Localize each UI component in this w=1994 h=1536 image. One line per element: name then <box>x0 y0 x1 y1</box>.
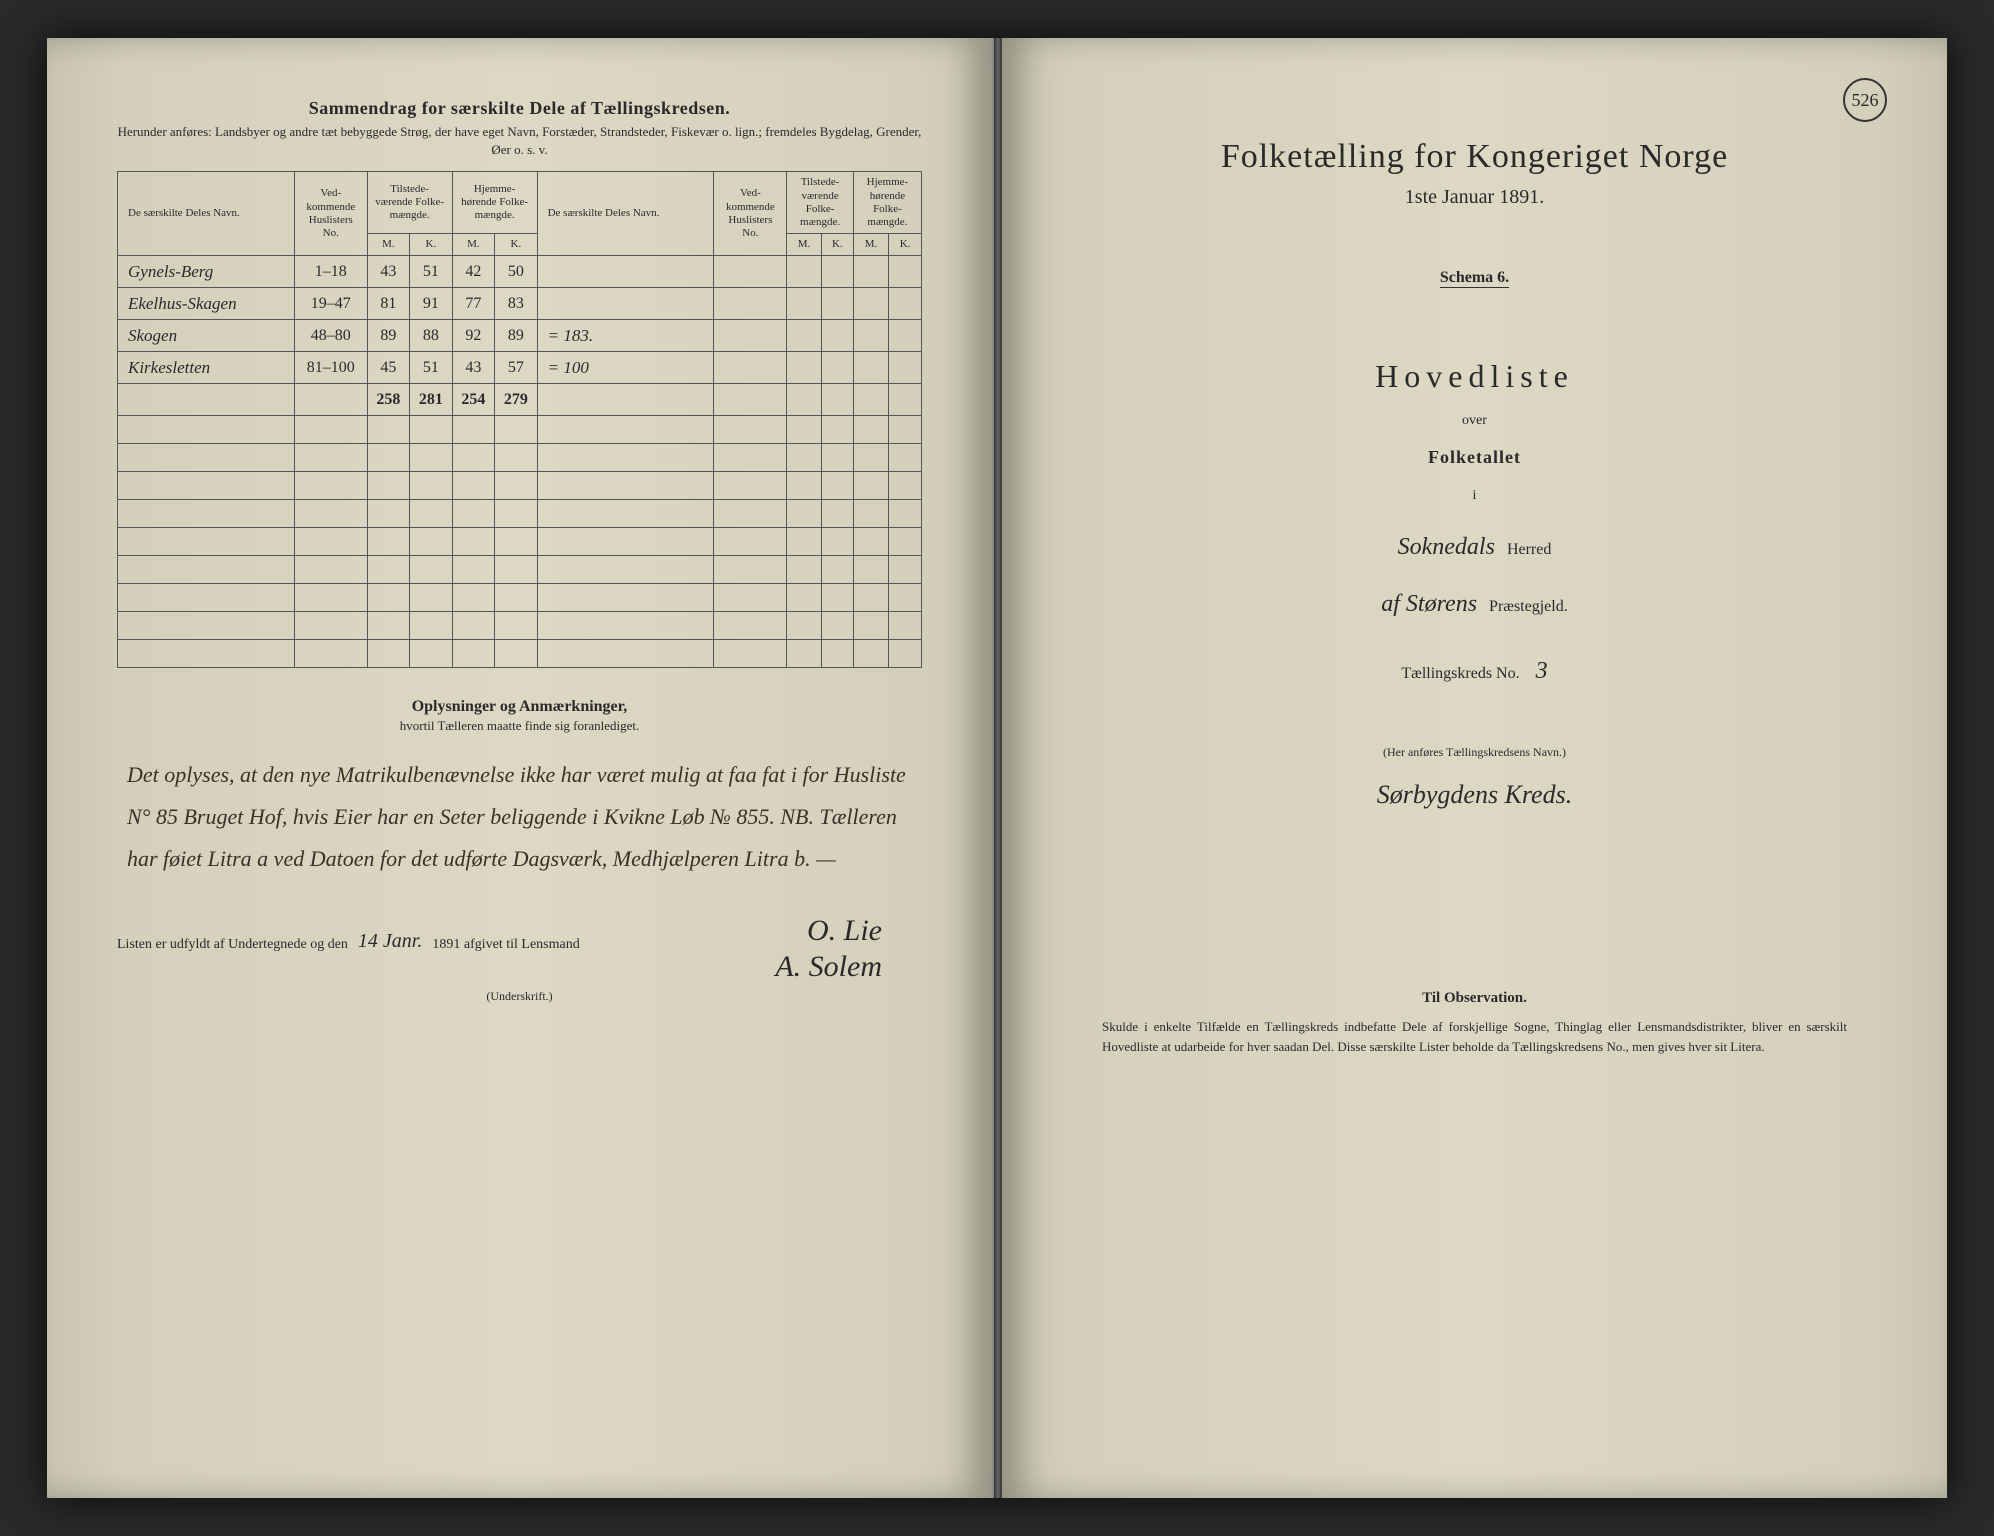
col-name-2: De særskilte Deles Navn. <box>537 172 714 256</box>
col-k: K. <box>889 234 922 256</box>
col-huslister-2: Ved-kommende Huslisters No. <box>714 172 787 256</box>
over-label: over <box>1072 413 1877 429</box>
folketallet-label: Folketallet <box>1072 447 1877 468</box>
observation-title: Til Observation. <box>1072 990 1877 1007</box>
table-row: Gynels-Berg1–1843514250 <box>118 256 922 288</box>
footer-year: 1891 afgivet til Lensmand <box>432 937 579 953</box>
table-empty-row <box>118 444 922 472</box>
schema-label: Schema 6. <box>1440 269 1509 288</box>
col-k: K. <box>410 234 452 256</box>
book-spine <box>994 38 1002 1498</box>
table-empty-row <box>118 500 922 528</box>
table-empty-row <box>118 640 922 668</box>
hovedliste-title: Hovedliste <box>1072 358 1877 395</box>
col-name: De særskilte Deles Navn. <box>118 172 295 256</box>
col-m: M. <box>787 234 822 256</box>
footer-prefix: Listen er udfyldt af Undertegnede og den <box>117 937 348 953</box>
col-k: K. <box>495 234 538 256</box>
summary-subtitle: Herunder anføres: Landsbyer og andre tæt… <box>117 123 922 159</box>
col-tilstede-2: Tilstede-værende Folke-mængde. <box>787 172 854 234</box>
table-row: Skogen48–8089889289= 183. <box>118 320 922 352</box>
herred-line: Soknedals Herred <box>1072 534 1877 561</box>
left-page: Sammendrag for særskilte Dele af Tælling… <box>47 38 994 1498</box>
praestegjeld-line: af Størens Præstegjeld. <box>1072 591 1877 618</box>
table-empty-row <box>118 612 922 640</box>
footer-date: 14 Janr. <box>358 930 422 953</box>
i-label: i <box>1072 488 1877 504</box>
col-tilstede: Tilstede-værende Folke-mængde. <box>367 172 452 234</box>
page-number: 526 <box>1843 78 1887 122</box>
praest-handwriting: af Størens <box>1381 591 1477 617</box>
right-page: 526 Folketælling for Kongeriget Norge 1s… <box>1002 38 1947 1498</box>
census-date: 1ste Januar 1891. <box>1072 186 1877 209</box>
signature-2: A. Solem <box>117 949 882 985</box>
table-row: Ekelhus-Skagen19–4781917783 <box>118 288 922 320</box>
observation-text: Skulde i enkelte Tilfælde en Tællingskre… <box>1072 1017 1877 1056</box>
herred-label: Herred <box>1507 541 1551 558</box>
col-huslister: Ved-kommende Huslisters No. <box>294 172 367 256</box>
summary-title: Sammendrag for særskilte Dele af Tælling… <box>117 98 922 119</box>
praest-label: Præstegjeld. <box>1489 598 1568 615</box>
table-empty-row <box>118 416 922 444</box>
summary-table: De særskilte Deles Navn. Ved-kommende Hu… <box>117 171 922 668</box>
kreds-line: Tællingskreds No. 3 <box>1072 658 1877 685</box>
signature-label: (Underskrift.) <box>117 989 922 1004</box>
herred-handwriting: Soknedals <box>1398 534 1495 560</box>
kreds-note: (Her anføres Tællingskredsens Navn.) <box>1072 745 1877 760</box>
table-empty-row <box>118 584 922 612</box>
col-hjemme: Hjemme-hørende Folke-mængde. <box>452 172 537 234</box>
census-title: Folketælling for Kongeriget Norge <box>1072 138 1877 176</box>
kreds-label: Tællingskreds No. <box>1401 665 1519 682</box>
book-spread: Sammendrag for særskilte Dele af Tælling… <box>47 38 1947 1498</box>
table-row: Kirkesletten81–10045514357= 100 <box>118 352 922 384</box>
col-m: M. <box>367 234 409 256</box>
col-hjemme-2: Hjemme-hørende Folke-mængde. <box>853 172 921 234</box>
table-totals-row: 258281254279 <box>118 384 922 416</box>
table-empty-row <box>118 472 922 500</box>
col-m: M. <box>853 234 888 256</box>
col-k: K. <box>821 234 853 256</box>
col-m: M. <box>452 234 495 256</box>
table-empty-row <box>118 528 922 556</box>
table-empty-row <box>118 556 922 584</box>
remarks-handwriting: Det oplyses, at den nye Matrikulbenævnel… <box>117 754 922 879</box>
kreds-number: 3 <box>1536 658 1548 684</box>
remarks-subtitle: hvortil Tælleren maatte finde sig foranl… <box>117 718 922 734</box>
left-header: Sammendrag for særskilte Dele af Tælling… <box>117 98 922 159</box>
remarks-title: Oplysninger og Anmærkninger, <box>117 698 922 716</box>
remarks-header: Oplysninger og Anmærkninger, hvortil Tæl… <box>117 698 922 734</box>
kreds-name: Sørbygdens Kreds. <box>1072 780 1877 810</box>
